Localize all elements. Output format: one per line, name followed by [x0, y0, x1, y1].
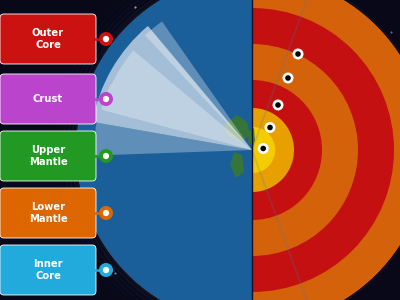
Circle shape — [229, 127, 275, 173]
Polygon shape — [248, 128, 255, 147]
Text: Crust: Crust — [33, 94, 63, 104]
Circle shape — [103, 153, 109, 159]
Wedge shape — [112, 50, 252, 150]
Circle shape — [103, 210, 109, 216]
FancyBboxPatch shape — [0, 188, 96, 238]
FancyBboxPatch shape — [0, 74, 96, 124]
Circle shape — [76, 0, 400, 300]
Circle shape — [99, 263, 113, 277]
Polygon shape — [230, 152, 244, 178]
Circle shape — [295, 51, 301, 57]
Circle shape — [272, 100, 284, 110]
Circle shape — [260, 146, 266, 151]
Circle shape — [103, 267, 109, 273]
Text: Upper
Mantle: Upper Mantle — [29, 146, 67, 167]
Wedge shape — [92, 26, 252, 150]
FancyBboxPatch shape — [0, 245, 96, 295]
Circle shape — [146, 44, 358, 256]
Circle shape — [285, 75, 291, 81]
FancyBboxPatch shape — [0, 14, 96, 64]
Circle shape — [99, 206, 113, 220]
Circle shape — [103, 36, 109, 42]
Wedge shape — [94, 123, 252, 155]
Text: Inner
Core: Inner Core — [33, 260, 63, 280]
Circle shape — [264, 122, 276, 133]
Wedge shape — [102, 84, 252, 150]
Circle shape — [282, 73, 294, 83]
Wedge shape — [145, 22, 252, 150]
Polygon shape — [224, 115, 250, 142]
Circle shape — [103, 96, 109, 102]
Circle shape — [99, 92, 113, 106]
Text: Outer
Core: Outer Core — [32, 28, 64, 50]
Circle shape — [292, 49, 304, 59]
Circle shape — [267, 125, 273, 130]
FancyBboxPatch shape — [0, 131, 96, 181]
Circle shape — [99, 32, 113, 46]
Text: Lower
Mantle: Lower Mantle — [29, 202, 67, 224]
Circle shape — [210, 108, 294, 192]
Circle shape — [275, 102, 281, 108]
Circle shape — [182, 80, 322, 220]
Circle shape — [258, 143, 269, 154]
Wedge shape — [76, 0, 252, 300]
Circle shape — [99, 149, 113, 163]
Circle shape — [110, 8, 394, 292]
